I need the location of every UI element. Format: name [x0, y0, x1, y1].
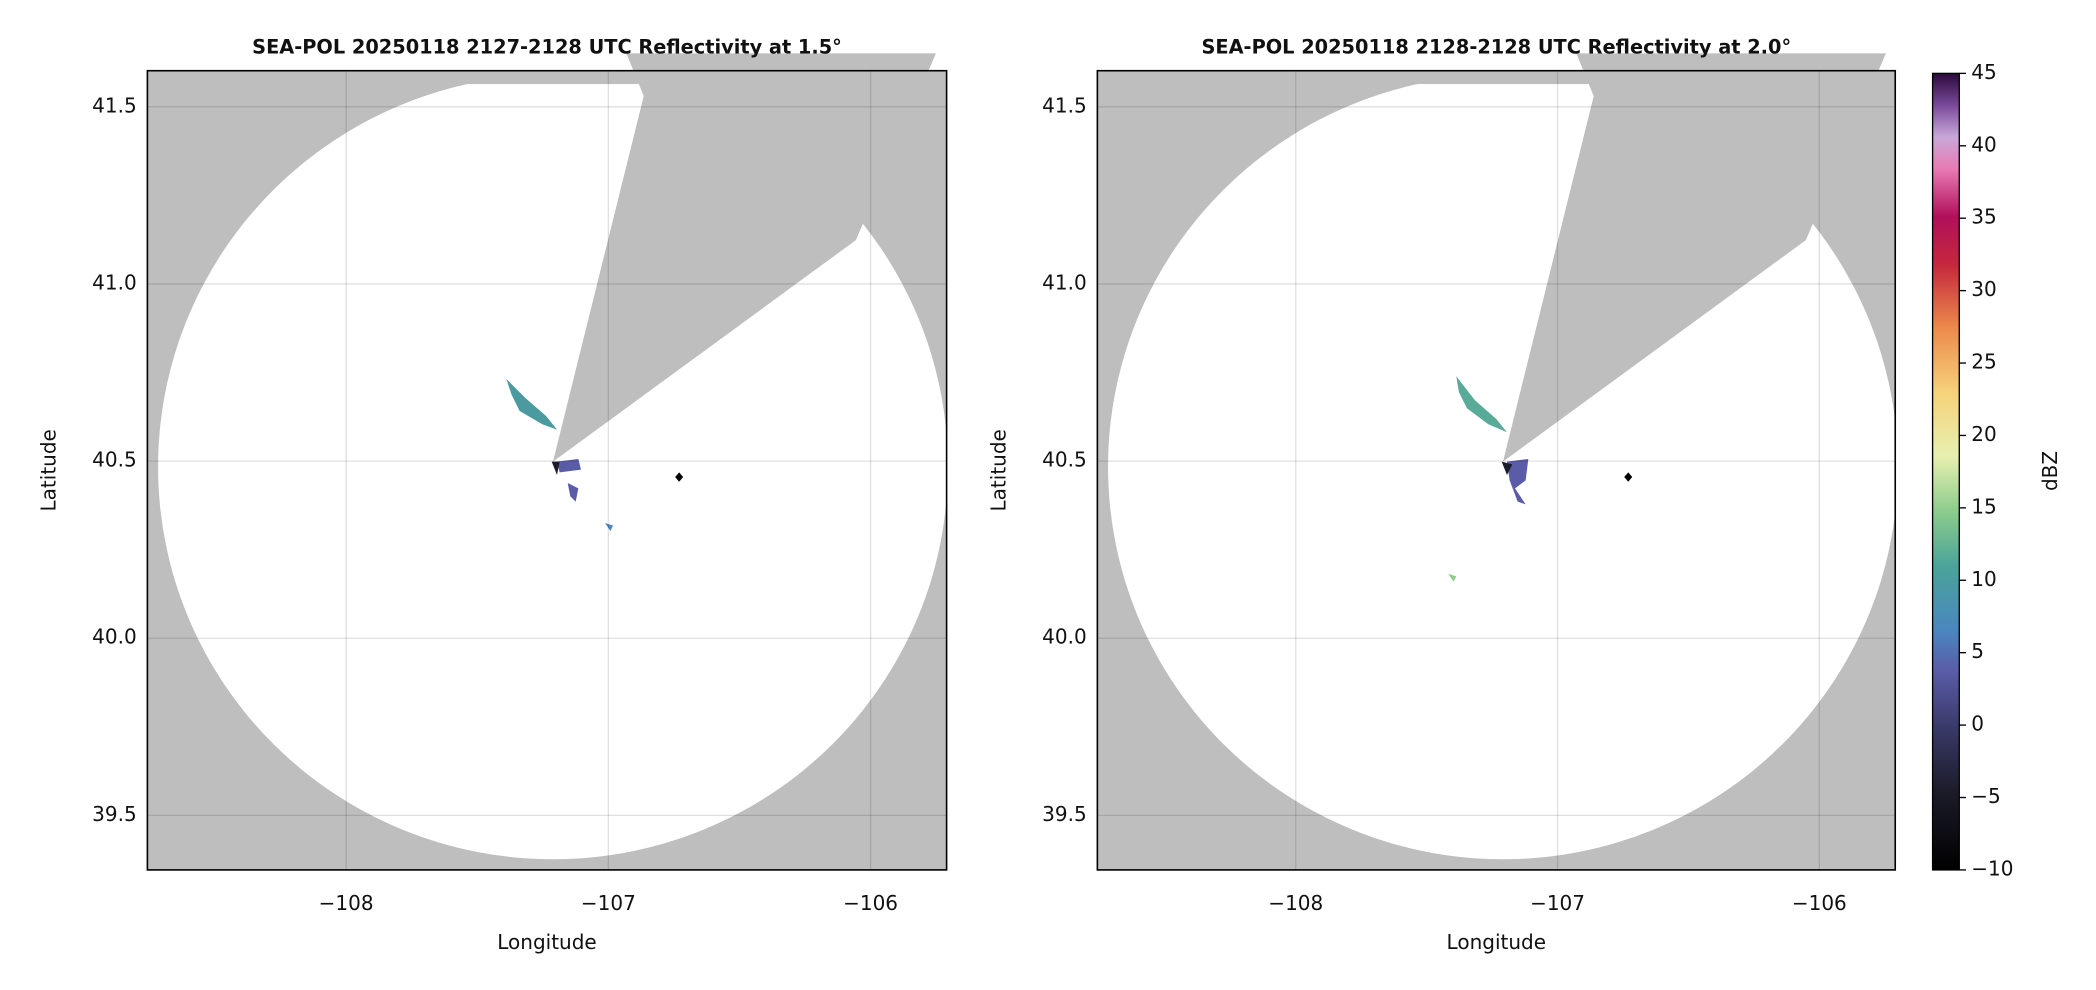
y-tick-label: 39.5: [92, 802, 137, 826]
echo-patch: [1448, 573, 1457, 582]
echo-patch: [1506, 458, 1529, 505]
y-tick-label: 41.0: [1042, 270, 1087, 294]
colorbar-tick-label: 15: [1971, 494, 1996, 518]
colorbar-tick-label: 10: [1971, 567, 1996, 591]
colorbar-tick-label: 5: [1971, 639, 1984, 663]
y-tick-label: 41.0: [92, 270, 137, 294]
x-tick-label: −106: [1792, 891, 1847, 915]
top-fill: [147, 70, 947, 85]
colorbar-tick-label: 45: [1971, 60, 1996, 84]
y-tick-label: 40.5: [92, 448, 137, 472]
x-tick-label: −108: [1268, 891, 1323, 915]
colorbar-tick-label: 25: [1971, 350, 1996, 374]
colorbar-tick-label: 35: [1971, 205, 1996, 229]
y-tick-label: 40.0: [92, 625, 137, 649]
y-tick-label: 41.5: [92, 93, 137, 117]
axes-frame: [1096, 69, 1897, 871]
echo-patch: [1456, 376, 1507, 433]
y-tick-label: 40.5: [1042, 448, 1087, 472]
x-tick-label: −106: [843, 891, 898, 915]
x-tick-label: −108: [319, 891, 374, 915]
echo-patch: [605, 523, 614, 532]
echo-patch: [557, 458, 582, 473]
colorbar-label: dBZ: [2038, 451, 2062, 491]
axes-frame: [146, 69, 948, 871]
colorbar-tick-label: −5: [1971, 784, 2000, 808]
chart-title: SEA-POL 20250118 2127-2128 UTC Reflectiv…: [252, 36, 842, 59]
y-tick-label: 39.5: [1042, 802, 1087, 826]
x-tick-label: −107: [1530, 891, 1585, 915]
colorbar-tick-label: 40: [1971, 132, 1996, 156]
colorbar-tick-label: 30: [1971, 277, 1996, 301]
y-tick-label: 41.5: [1042, 93, 1087, 117]
colorbar-tick-label: 20: [1971, 422, 1996, 446]
y-tick-label: 40.0: [1042, 625, 1087, 649]
x-tick-label: −107: [581, 891, 636, 915]
echo-patch: [506, 378, 558, 430]
y-axis-label: Latitude: [36, 429, 60, 511]
echo-patch: [1501, 461, 1513, 475]
colorbar-tick-label: 0: [1971, 712, 1984, 736]
top-fill: [1097, 70, 1896, 85]
echo-patch: [551, 461, 560, 475]
blocked-sector: [553, 53, 936, 462]
echo-patch: [567, 482, 579, 502]
blocked-sector: [1502, 53, 1886, 462]
y-axis-label: Latitude: [986, 429, 1010, 511]
x-axis-label: Longitude: [497, 930, 596, 954]
colorbar: [1931, 72, 1960, 871]
x-axis-label: Longitude: [1447, 930, 1546, 954]
chart-title: SEA-POL 20250118 2128-2128 UTC Reflectiv…: [1201, 36, 1791, 59]
colorbar-tick-label: −10: [1971, 856, 2013, 880]
